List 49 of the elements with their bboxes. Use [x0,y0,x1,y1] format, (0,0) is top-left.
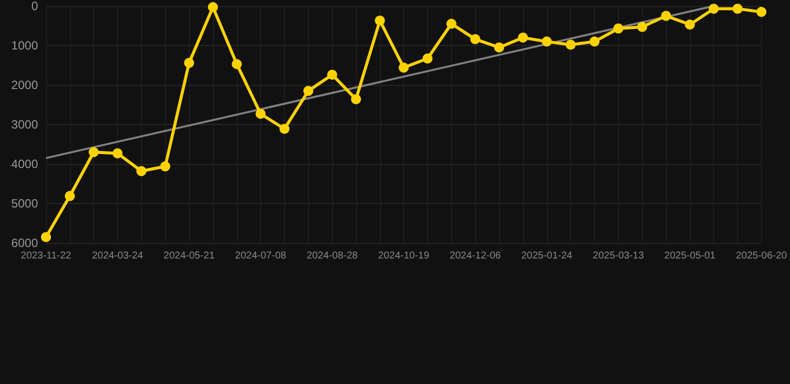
point [637,22,648,32]
point [708,4,719,14]
x-tick-label: 2024-03-24 [92,250,144,262]
point [661,10,672,21]
x-tick-label: 2025-06-20 [736,250,788,262]
x-tick-label: 2025-05-01 [664,250,716,262]
x-tick-label: 2025-03-13 [592,250,644,262]
y-tick-label: 4000 [11,157,38,171]
point [303,86,314,96]
point [64,190,75,201]
y-tick-label: 1000 [11,38,38,52]
y-tick-label: 2000 [11,78,38,92]
point [232,59,242,70]
point [494,42,504,52]
y-tick-label: 3000 [11,118,38,132]
point [422,54,433,64]
point [374,16,385,26]
y-tick-label: 6000 [11,236,38,250]
point [351,94,362,104]
point [160,161,170,172]
point [732,4,743,14]
point [208,2,218,12]
point [756,6,766,17]
x-tick-label: 2024-05-21 [164,250,216,262]
point [88,147,99,158]
point [590,36,600,47]
point [518,32,528,43]
point [136,166,146,176]
x-tick-label: 2023-11-22 [20,250,72,262]
y-tick-label: 0 [31,0,38,13]
point [398,62,409,73]
point [566,40,576,50]
point [613,24,624,34]
point [446,18,456,29]
point [327,70,338,80]
point [542,36,552,47]
point [112,148,123,158]
x-tick-label: 2024-08-28 [306,250,358,262]
x-tick-label: 2024-07-08 [235,250,287,262]
x-tick-label: 2024-10-19 [378,250,430,262]
point [184,58,194,68]
x-tick-label: 2024-12-06 [450,250,502,262]
y-tick-label: 5000 [11,196,38,210]
point [256,108,266,119]
x-tick-label: 2025-01-24 [521,250,573,262]
point [279,124,290,134]
point [470,34,480,44]
point [684,20,695,30]
point [41,232,51,242]
